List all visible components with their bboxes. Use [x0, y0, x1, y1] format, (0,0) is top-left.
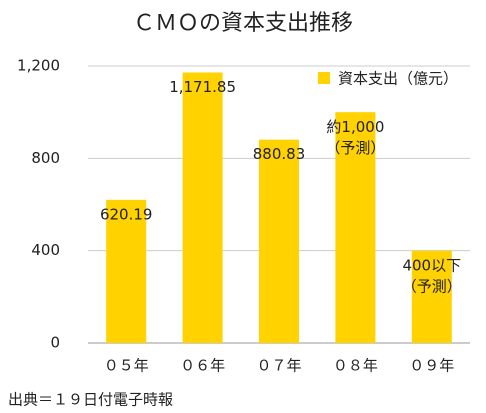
value-label: 約1,000 （予測）	[325, 118, 385, 157]
x-tick-label: ０５年	[104, 357, 149, 375]
legend-swatch	[318, 72, 330, 84]
value-label: 620.19	[100, 205, 153, 223]
x-tick-label: ０７年	[256, 357, 301, 375]
y-tick-label: 0	[50, 334, 60, 352]
y-tick-label: 800	[31, 149, 60, 167]
x-tick-label: ０８年	[333, 357, 378, 375]
bar	[259, 139, 299, 343]
bar	[106, 199, 147, 343]
legend-label: 資本支出（億元）	[338, 70, 458, 88]
y-tick-label: 400	[31, 241, 60, 259]
x-tick-label: ０６年	[180, 357, 225, 375]
bar	[335, 112, 376, 344]
value-label: 1,171.85	[169, 78, 236, 96]
bar	[411, 250, 452, 343]
bar	[182, 72, 223, 343]
value-label: 880.83	[253, 145, 306, 163]
source-note: 出典＝１９日付電子時報	[8, 391, 173, 409]
x-tick-label: ０９年	[409, 357, 454, 375]
value-label: 400以下（予測）	[402, 256, 462, 295]
y-tick-label: 1,200	[17, 57, 60, 75]
chart-title: ＣＭＯの資本支出推移	[133, 11, 353, 36]
